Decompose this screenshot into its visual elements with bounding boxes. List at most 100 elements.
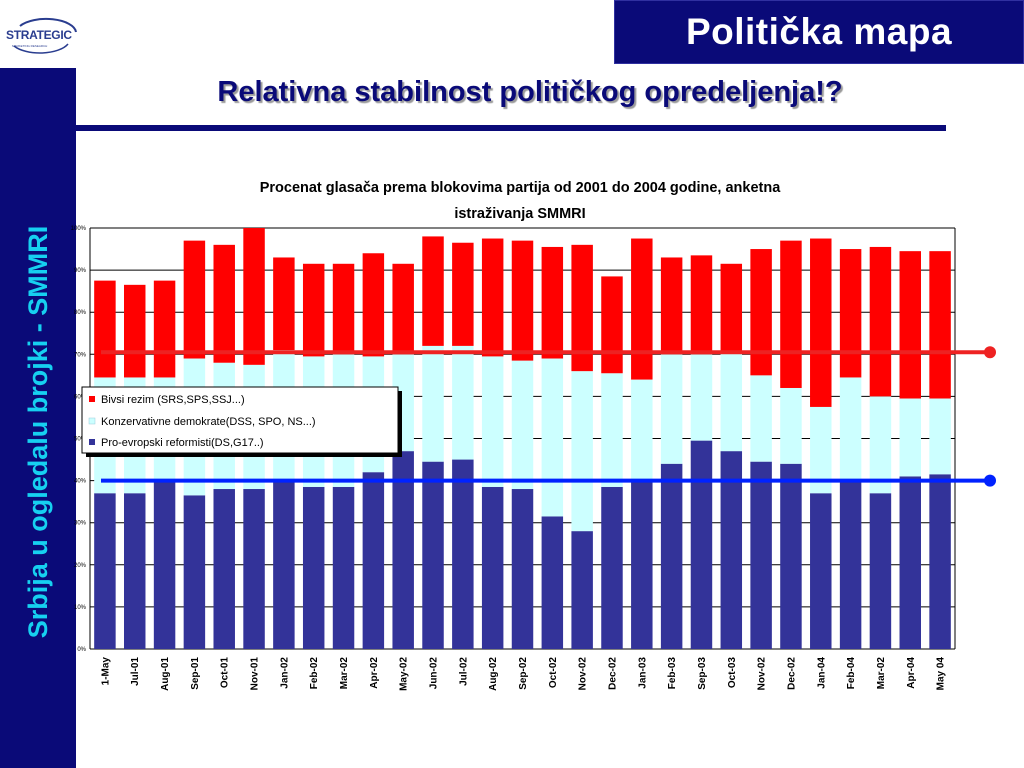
bar-proevropski — [571, 531, 593, 649]
bar-konzervativne — [571, 371, 593, 532]
sidebar-banner — [0, 68, 76, 768]
bar-proevropski — [810, 493, 832, 649]
y-tick-label: 70% — [74, 352, 87, 358]
bar-konzervativne — [810, 406, 832, 494]
x-tick-label: Jul-01 — [130, 657, 141, 686]
chart-title-line-2: istraživanja SMMRI — [454, 206, 585, 222]
x-tick-label: Oct-02 — [548, 657, 559, 689]
bar-bivsi — [690, 255, 713, 355]
x-tick-label: Sep-03 — [697, 657, 708, 690]
x-tick-label: Mar-02 — [876, 657, 887, 690]
x-tick-label: Oct-01 — [220, 657, 231, 689]
x-tick-label: Mar-02 — [339, 657, 350, 690]
bar-bivsi — [899, 251, 921, 399]
x-tick-label: Nov-02 — [757, 657, 768, 691]
bar-proevropski — [362, 472, 385, 649]
x-axis-ticks: 1-May Jul-01 Aug-01 Sep-01 Oct-01 Nov-01 Jan-0… — [100, 657, 946, 691]
bar-proevropski — [153, 480, 176, 649]
bar-bivsi — [601, 276, 623, 374]
y-tick-label: 100% — [71, 226, 87, 232]
y-tick-label: 60% — [74, 394, 87, 400]
bar-konzervativne — [720, 352, 743, 452]
x-tick-label: Aug-01 — [160, 657, 171, 691]
bar-konzervativne — [601, 373, 623, 487]
x-tick-label: Jan-04 — [816, 657, 827, 689]
bar-proevropski — [481, 486, 504, 649]
bar-bivsi — [839, 249, 862, 378]
bar-bivsi — [750, 249, 772, 376]
legend-label-konzervativne: Konzervativne demokrate(DSS, SPO, NS...) — [101, 416, 316, 428]
bar-bivsi — [780, 240, 802, 388]
x-tick-label: Feb-04 — [846, 657, 857, 690]
bar-proevropski — [302, 486, 325, 649]
bar-proevropski — [541, 516, 564, 649]
legend: Bivsi rezim (SRS,SPS,SSJ...) Konzervativ… — [81, 386, 402, 457]
x-tick-label: Feb-03 — [667, 657, 678, 690]
bar-proevropski — [422, 461, 444, 649]
bar-konzervativne — [631, 379, 653, 481]
bar-proevropski — [243, 489, 265, 649]
x-tick-label: Nov-01 — [250, 657, 261, 691]
bar-proevropski — [94, 493, 116, 649]
bar-proevropski — [720, 451, 743, 649]
bar-konzervativne — [452, 345, 474, 460]
bar-bivsi — [481, 238, 504, 357]
bar-proevropski — [601, 486, 623, 649]
legend-box — [81, 386, 399, 454]
logo-swoosh — [13, 17, 77, 54]
reference-line-end-dot — [984, 474, 996, 487]
bar-bivsi — [213, 244, 235, 363]
bar-konzervativne — [929, 398, 951, 475]
bar-proevropski — [869, 493, 892, 649]
x-tick-label: May 04 — [936, 657, 947, 691]
bar-konzervativne — [899, 398, 921, 477]
y-tick-label: 0% — [77, 647, 86, 653]
x-tick-label: Dec-02 — [786, 657, 797, 690]
y-tick-label: 90% — [74, 268, 87, 274]
legend-label-proevropski: Pro-evropski reformisti(DS,G17..) — [101, 437, 264, 449]
logo-subtext: MARKETING RESEARCH — [12, 44, 48, 48]
bar-bivsi — [362, 253, 385, 357]
bar-proevropski — [631, 480, 653, 649]
header-banner: Politička mapa — [614, 0, 1024, 64]
bar-bivsi — [720, 263, 743, 353]
y-tick-label: 10% — [74, 605, 87, 611]
bars — [94, 228, 951, 649]
bar-bivsi — [511, 240, 534, 361]
x-tick-label: Oct-03 — [727, 657, 738, 689]
logo-text: STRATEGIC — [6, 28, 72, 42]
y-tick-label: 80% — [74, 310, 87, 316]
bar-bivsi — [332, 263, 355, 355]
bar-proevropski — [332, 486, 355, 649]
x-tick-label: Nov-02 — [578, 657, 589, 691]
bar-proevropski — [750, 461, 772, 649]
bar-bivsi — [302, 263, 325, 357]
bar-konzervativne — [690, 354, 713, 441]
bar-proevropski — [929, 474, 951, 649]
bar-bivsi — [631, 238, 653, 380]
bar-konzervativne — [750, 375, 772, 462]
legend-swatch-bivsi — [89, 396, 95, 402]
bar-bivsi — [273, 257, 295, 351]
y-tick-label: 20% — [74, 563, 87, 569]
bar-proevropski — [452, 459, 474, 649]
legend-swatch-konzervativne — [88, 417, 96, 425]
legend-swatch-proevropski — [89, 439, 95, 445]
bar-proevropski — [183, 495, 206, 649]
bar-konzervativne — [869, 396, 892, 494]
bar-proevropski — [213, 489, 235, 649]
logo: STRATEGIC MARKETING RESEARCH — [2, 8, 82, 56]
y-tick-label: 50% — [74, 437, 87, 443]
bar-bivsi — [660, 257, 683, 355]
bar-bivsi — [392, 263, 414, 355]
x-tick-label: Dec-02 — [607, 657, 618, 690]
page-title: Politička mapa — [685, 11, 953, 52]
bar-bivsi — [929, 251, 951, 399]
x-tick-label: May-02 — [399, 657, 410, 691]
bar-proevropski — [690, 440, 713, 649]
chart-title-line-1: Procenat glasača prema blokovima partija… — [260, 180, 782, 196]
bar-bivsi — [153, 280, 176, 378]
x-tick-label: 1-May — [100, 657, 111, 686]
x-tick-label: Sep-02 — [518, 657, 529, 690]
